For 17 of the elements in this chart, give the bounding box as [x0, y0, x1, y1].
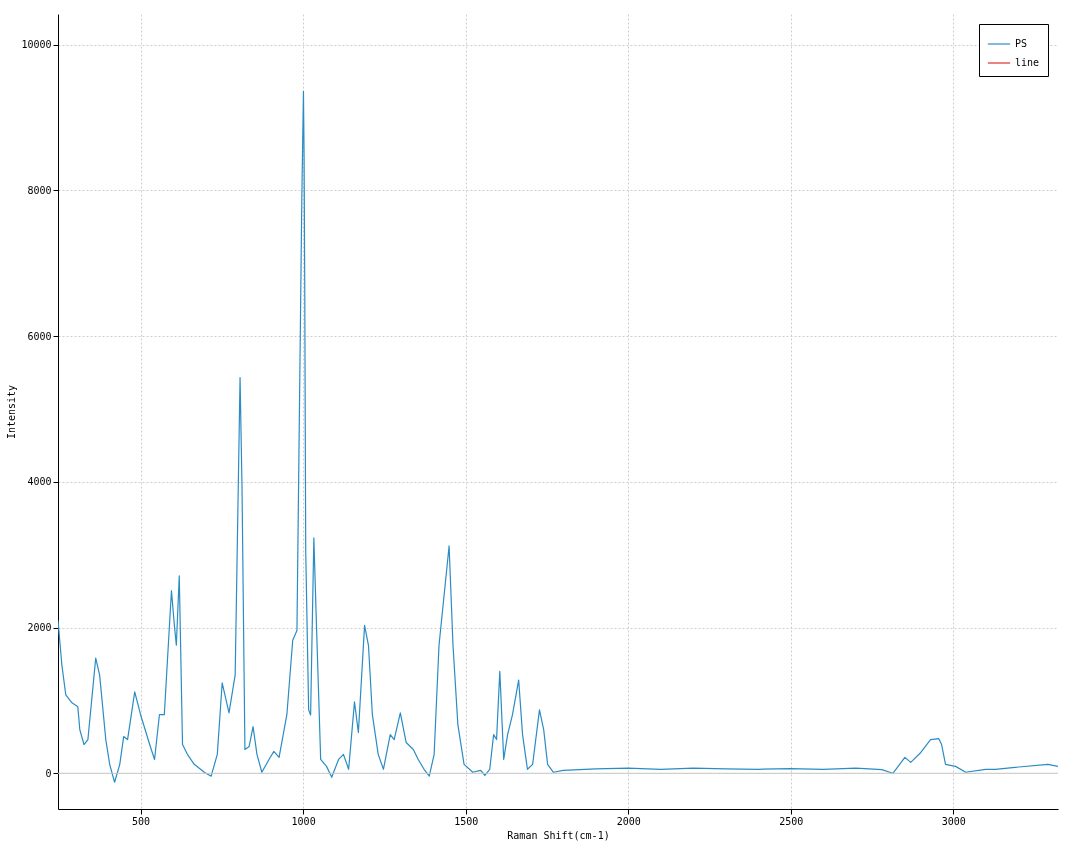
x-tick-label: 3000 [941, 815, 966, 827]
y-tick-label: 6000 [27, 330, 52, 342]
y-tick-label: 2000 [27, 622, 52, 634]
line-series [58, 90, 1058, 783]
legend-label: PS [1015, 38, 1028, 49]
x-tick-label: 2500 [779, 815, 804, 827]
x-tick-label: 1000 [291, 815, 316, 827]
x-tick-label: 500 [132, 815, 151, 827]
x-tick-label: 2000 [616, 815, 641, 827]
y-tick-label: 0 [45, 767, 52, 779]
legend-label: line [1015, 57, 1040, 68]
x-axis-title: Raman Shift(cm-1) [507, 829, 610, 841]
y-axis-title: Intensity [6, 384, 18, 440]
y-tick-label: 4000 [27, 476, 52, 488]
x-tick-label: 1500 [454, 815, 479, 827]
y-tick-label: 10000 [21, 39, 52, 51]
y-tick-label: 8000 [27, 184, 52, 196]
